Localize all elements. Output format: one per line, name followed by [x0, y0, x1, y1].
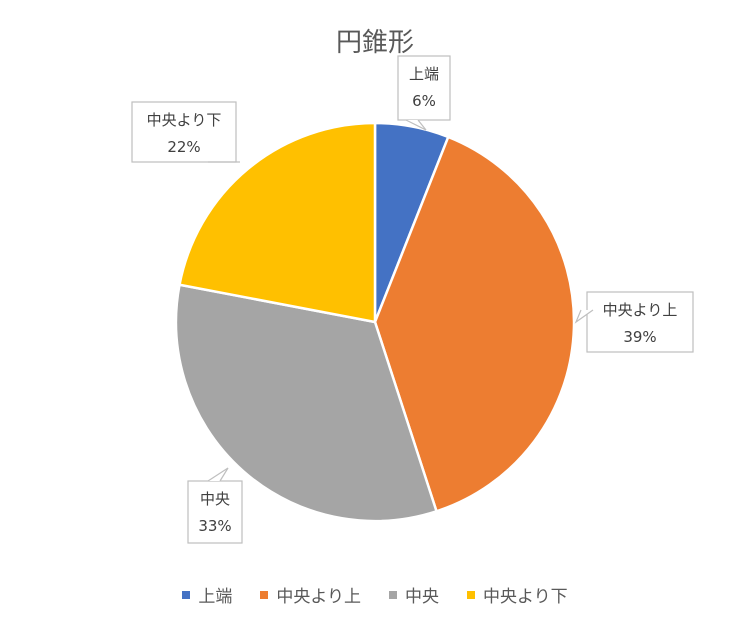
data-callout: 中央より上 39% [574, 291, 694, 353]
data-label-category: 中央より上 [603, 301, 678, 319]
slice-center [174, 283, 439, 523]
legend-label-top: 上端 [198, 587, 233, 607]
legend-label-above-center: 中央より上 [276, 587, 361, 607]
chart-title: 円錐形 [335, 28, 414, 58]
slice-above-center [373, 135, 576, 513]
legend-swatch-above-center [260, 590, 269, 599]
legend-item-center: 中央 [389, 582, 439, 607]
callout-pointer [207, 467, 229, 482]
data-label-category: 中央より下 [147, 111, 222, 129]
legend-swatch-center [389, 590, 397, 599]
legend-swatch-top [182, 590, 191, 599]
legend-item-top: 上端 [182, 582, 232, 607]
data-label-value: 33% [198, 517, 231, 535]
callout-box [586, 291, 694, 353]
callout-pointer [405, 119, 427, 131]
legend-swatch-below-center [467, 590, 475, 599]
slice-below-center [178, 121, 377, 324]
data-label-category: 中央 [200, 490, 230, 508]
data-callout: 中央より下 22% [131, 101, 240, 163]
callout-box [397, 55, 451, 121]
callout-box [131, 101, 237, 163]
legend-label-below-center: 中央より下 [483, 587, 568, 607]
data-label-value: 39% [623, 328, 656, 346]
legend: 上端 中央より上 中央 中央より下 [0, 582, 750, 607]
callout-box [187, 480, 243, 544]
data-label-category: 上端 [409, 65, 439, 83]
data-label-value: 6% [412, 92, 436, 110]
legend-label-center: 中央 [405, 587, 439, 607]
data-callout: 中央 33% [187, 467, 243, 544]
data-callout: 上端 6% [397, 55, 451, 131]
legend-item-above-center: 中央より上 [260, 582, 361, 607]
data-label-value: 22% [167, 138, 200, 156]
legend-item-below-center: 中央より下 [467, 582, 568, 607]
callout-pointer [574, 309, 594, 324]
